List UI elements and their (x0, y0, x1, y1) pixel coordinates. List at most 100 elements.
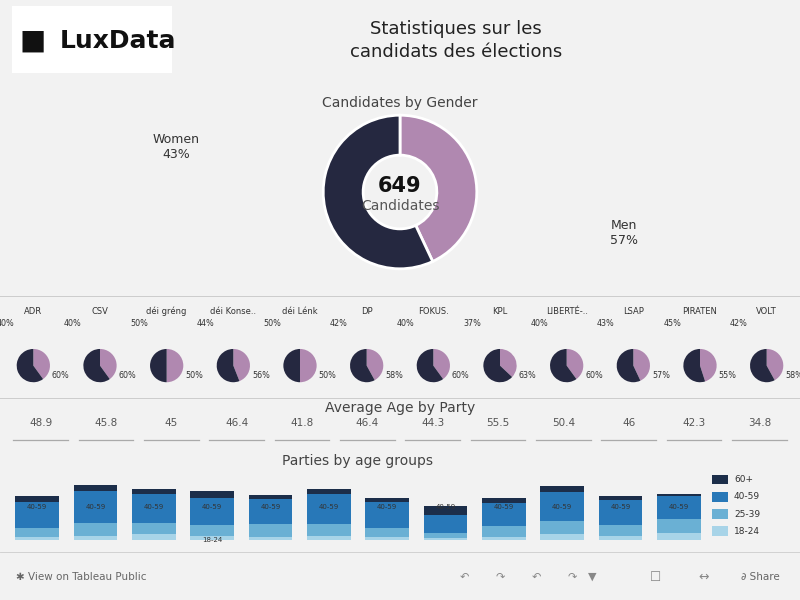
Text: CSV: CSV (91, 307, 109, 316)
Text: 57%: 57% (652, 371, 670, 380)
Text: 43%: 43% (597, 319, 614, 328)
Text: 60%: 60% (52, 371, 70, 380)
Text: ☐: ☐ (650, 571, 662, 584)
Wedge shape (300, 349, 317, 382)
Text: LSAP: LSAP (623, 307, 644, 316)
Wedge shape (550, 349, 577, 382)
Text: ↶: ↶ (531, 572, 541, 582)
Text: LuxData: LuxData (60, 28, 177, 52)
Text: 41.8: 41.8 (290, 418, 314, 428)
Text: 40-59: 40-59 (260, 505, 281, 511)
Text: 42.3: 42.3 (682, 418, 706, 428)
FancyBboxPatch shape (12, 7, 172, 73)
Text: 40-59: 40-59 (377, 505, 398, 511)
Bar (307, 536, 350, 539)
Text: ↷: ↷ (495, 572, 505, 582)
Wedge shape (234, 349, 250, 381)
Wedge shape (150, 349, 166, 382)
Text: Parties by age groups: Parties by age groups (282, 454, 434, 469)
Text: ∂ Share: ∂ Share (741, 572, 779, 582)
Text: 40%: 40% (63, 319, 82, 328)
Text: 50%: 50% (263, 319, 282, 328)
Bar (598, 525, 642, 536)
Wedge shape (217, 349, 239, 382)
Text: 46: 46 (622, 418, 635, 428)
Text: 40-59: 40-59 (494, 505, 514, 511)
Bar (657, 494, 701, 496)
Wedge shape (166, 349, 183, 382)
Bar (15, 537, 59, 539)
Bar (424, 515, 467, 533)
Bar (482, 526, 526, 537)
Text: 56%: 56% (252, 371, 270, 380)
Bar (190, 536, 234, 539)
Bar (132, 523, 176, 535)
Text: Women
43%: Women 43% (153, 133, 199, 161)
Bar (657, 518, 701, 533)
Bar (74, 485, 118, 491)
Bar (482, 503, 526, 526)
Bar (307, 494, 350, 524)
Wedge shape (617, 349, 641, 382)
Bar (598, 496, 642, 500)
Text: 40-59: 40-59 (610, 505, 630, 511)
Bar (712, 492, 728, 502)
Bar (712, 509, 728, 519)
Bar (540, 486, 584, 493)
Text: Statistiques sur les
candidats des élections: Statistiques sur les candidats des élect… (350, 20, 562, 61)
Bar (424, 538, 467, 539)
Text: 60+: 60+ (734, 475, 753, 484)
Wedge shape (634, 349, 650, 380)
Text: 60%: 60% (452, 371, 470, 380)
Bar (366, 528, 409, 537)
Bar (15, 496, 59, 502)
Text: ADR: ADR (24, 307, 42, 316)
Bar (540, 521, 584, 535)
Text: 50.4: 50.4 (552, 418, 575, 428)
Bar (712, 475, 728, 484)
Text: LIBERTÉ-..: LIBERTÉ-.. (546, 307, 588, 316)
Text: 40%: 40% (0, 319, 14, 328)
Bar (424, 506, 467, 515)
Text: ▼: ▼ (588, 572, 596, 582)
Text: 40-59: 40-59 (552, 505, 572, 511)
Text: 40%: 40% (530, 319, 548, 328)
Text: 40%: 40% (397, 319, 414, 328)
Text: 50%: 50% (318, 371, 337, 380)
Bar (249, 537, 292, 539)
Text: déi Lénk: déi Lénk (282, 307, 318, 316)
Bar (190, 491, 234, 497)
Text: 40-59: 40-59 (734, 492, 760, 501)
Bar (366, 537, 409, 539)
Bar (540, 493, 584, 521)
Bar (307, 488, 350, 494)
Text: 18-24: 18-24 (734, 527, 760, 536)
Bar (15, 528, 59, 537)
Bar (540, 535, 584, 539)
Text: 50%: 50% (130, 319, 148, 328)
Bar (424, 533, 467, 538)
Wedge shape (100, 349, 117, 379)
Bar (74, 491, 118, 523)
Bar (249, 495, 292, 499)
Text: Men
57%: Men 57% (610, 219, 638, 247)
Text: Candidates by Gender: Candidates by Gender (322, 96, 478, 110)
Bar (15, 502, 59, 528)
Wedge shape (400, 115, 477, 262)
Text: 55%: 55% (718, 371, 737, 380)
Text: 40-59: 40-59 (669, 505, 689, 511)
Text: 40-59: 40-59 (86, 505, 106, 511)
Text: Average Age by Party: Average Age by Party (325, 401, 475, 415)
Text: KPL: KPL (492, 307, 508, 316)
Bar (598, 536, 642, 539)
Text: 48.9: 48.9 (29, 418, 52, 428)
Text: déi gréng: déi gréng (146, 307, 187, 316)
Bar (74, 523, 118, 536)
Text: 44.3: 44.3 (421, 418, 444, 428)
Text: Candidates: Candidates (361, 199, 439, 213)
Wedge shape (750, 349, 774, 382)
Text: 40-59: 40-59 (202, 505, 222, 511)
Text: 649: 649 (378, 176, 422, 196)
Text: 46.4: 46.4 (225, 418, 248, 428)
Text: ↔: ↔ (698, 571, 710, 584)
